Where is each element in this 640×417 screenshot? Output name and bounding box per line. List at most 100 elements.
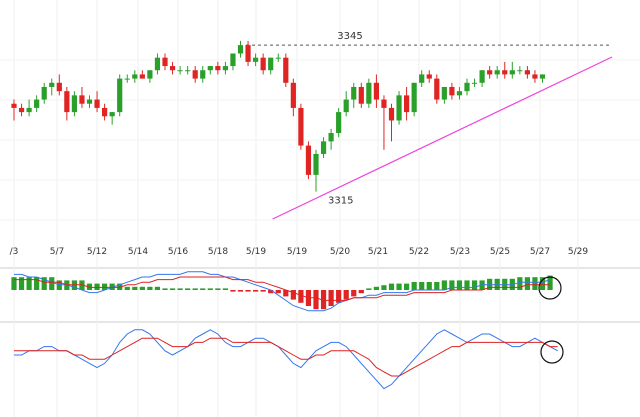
macd-bar (358, 290, 364, 294)
candle-body (253, 57, 259, 62)
x-tick-label: /3 (10, 247, 19, 257)
candle-body (64, 91, 70, 113)
candle-body (132, 74, 138, 79)
macd-bar (215, 288, 221, 290)
macd-bar (539, 277, 546, 290)
x-tick-label: 5/21 (368, 247, 388, 257)
candle-body (117, 78, 123, 113)
macd-dea-line (14, 276, 550, 301)
candle-body (388, 107, 395, 121)
macd-bar (124, 286, 130, 290)
candle-body (381, 99, 387, 108)
candle-body (222, 66, 228, 71)
candle-body (426, 74, 432, 79)
candle-body (509, 70, 515, 75)
macd-bar (154, 286, 161, 290)
macd-bar (200, 288, 206, 290)
candle-body (41, 86, 47, 100)
x-tick-label: 5/27 (530, 247, 550, 257)
highlight-circle (540, 340, 564, 364)
candle-body (471, 82, 478, 84)
macd-bar (411, 282, 417, 290)
macd-bar (102, 283, 108, 290)
macd-bar (109, 283, 115, 290)
annotation-3345: 3345 (337, 31, 362, 42)
macd-bar (11, 277, 17, 290)
candle-body (298, 107, 304, 146)
candle-body (373, 82, 379, 100)
macd-bar (34, 277, 40, 290)
candle-body (230, 53, 236, 67)
x-tick-label: 5/16 (168, 247, 188, 257)
candle-body (124, 78, 130, 80)
macd-bar (464, 280, 470, 290)
candle-body (320, 141, 327, 154)
macd-bar (313, 290, 319, 310)
candle-body (524, 70, 530, 75)
macd-bar (230, 290, 236, 292)
macd-bar (117, 283, 123, 290)
candle-body (464, 82, 470, 92)
macd-bar (260, 290, 266, 292)
macd-bar (426, 282, 432, 290)
macd-bar (320, 290, 327, 310)
macd-bar (169, 288, 176, 290)
x-tick-label: 5/20 (330, 247, 350, 257)
candle-body (185, 70, 191, 72)
macd-bar (547, 275, 553, 290)
candle-body (34, 99, 40, 108)
candle-body (11, 103, 17, 108)
candle-body (102, 107, 108, 117)
macd-bar (192, 288, 198, 290)
candle-body (434, 78, 440, 100)
candle-body (94, 99, 100, 108)
macd-bar (253, 290, 259, 292)
x-tick-label: 5/19 (246, 247, 266, 257)
candle-body (456, 91, 463, 96)
candle-body (79, 95, 85, 104)
macd-bar (336, 290, 342, 303)
candle-body (494, 70, 500, 75)
candle-body (366, 82, 372, 104)
macd-bar (298, 290, 304, 303)
macd-bar (237, 290, 244, 292)
candle-body (268, 57, 274, 71)
candle-body (290, 82, 296, 108)
candle-body (275, 57, 281, 59)
macd-bar (517, 277, 523, 290)
x-tick-label: 5/23 (450, 247, 470, 257)
candle-body (411, 82, 417, 113)
macd-bar (381, 285, 387, 290)
candle-body (26, 107, 32, 113)
macd-bar (139, 286, 145, 290)
macd-bar (147, 286, 153, 290)
macd-bar (373, 286, 379, 290)
macd-bar (162, 288, 168, 290)
candle-body (71, 95, 77, 113)
candle-body (336, 112, 342, 134)
macd-bar (532, 277, 538, 290)
x-tick-label: 5/29 (568, 247, 588, 257)
x-tick-label: 5/14 (128, 247, 148, 257)
candle-body (139, 74, 145, 79)
macd-bar (328, 290, 334, 306)
macd-bar (86, 283, 93, 290)
macd-bar (49, 277, 55, 290)
candle-body (441, 86, 447, 100)
candle-body (260, 57, 266, 71)
x-tick-label: 5/22 (409, 247, 429, 257)
macd-bar (185, 288, 191, 290)
x-tick-label: 5/25 (490, 247, 510, 257)
candle-body (532, 74, 538, 79)
macd-bar (419, 282, 425, 290)
macd-bar (132, 286, 138, 290)
candle-body (147, 70, 153, 79)
candle-body (200, 70, 206, 79)
macd-bar (343, 290, 349, 300)
candle-body (343, 99, 349, 113)
candle-body (351, 86, 357, 100)
macd-dif-line (14, 271, 551, 312)
candle-body (245, 45, 251, 62)
macd-bar (434, 282, 440, 290)
